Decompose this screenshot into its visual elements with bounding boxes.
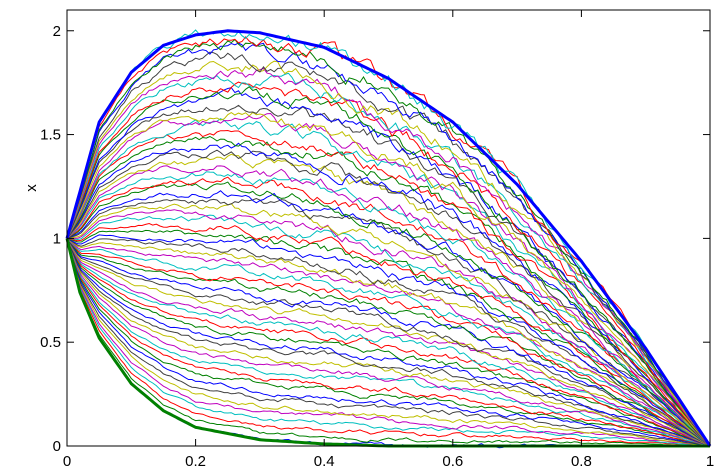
sample-path-line	[66, 67, 711, 447]
sample-path-line	[66, 87, 711, 447]
y-tick-label: 2	[53, 23, 61, 40]
y-axis-label: x	[23, 184, 40, 192]
sample-path-line	[66, 238, 711, 447]
sample-path-line	[66, 222, 711, 447]
sample-path-line	[66, 38, 711, 447]
x-tick-label: 0.2	[185, 453, 206, 470]
y-tick-label: 0.5	[40, 334, 61, 351]
sample-path-line	[66, 238, 711, 447]
sample-path-line	[66, 60, 711, 447]
sample-path-line	[66, 135, 711, 447]
sample-path-line	[66, 238, 711, 447]
sample-path-line	[66, 238, 711, 447]
sample-path-line	[66, 111, 711, 447]
x-tick-label: 0.4	[314, 453, 335, 470]
sample-path-line	[66, 238, 711, 447]
sample-path-line	[66, 238, 711, 447]
plot-frame	[66, 9, 711, 447]
sample-path-line	[66, 214, 711, 447]
sample-path-line	[66, 171, 711, 447]
x-axis-ticks: 0 0.2 0.4 0.6 0.8 1	[63, 10, 714, 470]
sample-path-line	[66, 238, 711, 447]
sample-path-line	[66, 238, 711, 447]
sample-path-line	[66, 238, 711, 447]
x-tick-label: 0	[63, 453, 71, 470]
sample-path-line	[66, 176, 711, 447]
sample-path-line	[66, 238, 711, 447]
sample-path-line	[66, 238, 711, 447]
sample-path-line	[66, 51, 711, 447]
sample-path-line	[66, 234, 711, 447]
x-tick-label: 1	[706, 453, 714, 470]
sample-paths	[66, 29, 711, 449]
x-tick-label: 0.6	[442, 453, 463, 470]
upper-envelope-curve	[65, 29, 712, 447]
sample-path-line	[66, 238, 711, 447]
sample-path-line	[66, 238, 711, 447]
sample-path-line	[66, 238, 711, 447]
sample-path-line	[66, 238, 711, 447]
sample-path-line	[66, 42, 711, 447]
x-tick-label: 0.8	[571, 453, 592, 470]
y-tick-label: 1.5	[40, 127, 61, 144]
sample-path-line	[66, 238, 711, 447]
sample-path-line	[66, 238, 711, 447]
sample-path-line	[66, 104, 711, 447]
sample-path-line	[66, 238, 711, 447]
sample-path-line	[66, 209, 711, 447]
sample-path-line	[66, 142, 711, 447]
sample-path-line	[66, 238, 711, 447]
y-axis-ticks: 0 0.5 1 1.5 2	[40, 23, 710, 455]
sample-path-line	[66, 165, 711, 447]
sample-path-line	[66, 238, 711, 447]
y-tick-label: 1	[53, 230, 61, 247]
sample-path-line	[66, 86, 711, 447]
sample-path-line	[66, 238, 711, 447]
sample-path-line	[66, 238, 711, 447]
sample-path-line	[66, 190, 711, 447]
y-tick-label: 0	[53, 438, 61, 455]
sample-path-line	[66, 238, 711, 447]
sample-path-line	[66, 229, 711, 447]
sample-path-line	[66, 112, 711, 447]
sample-path-line	[66, 238, 711, 447]
